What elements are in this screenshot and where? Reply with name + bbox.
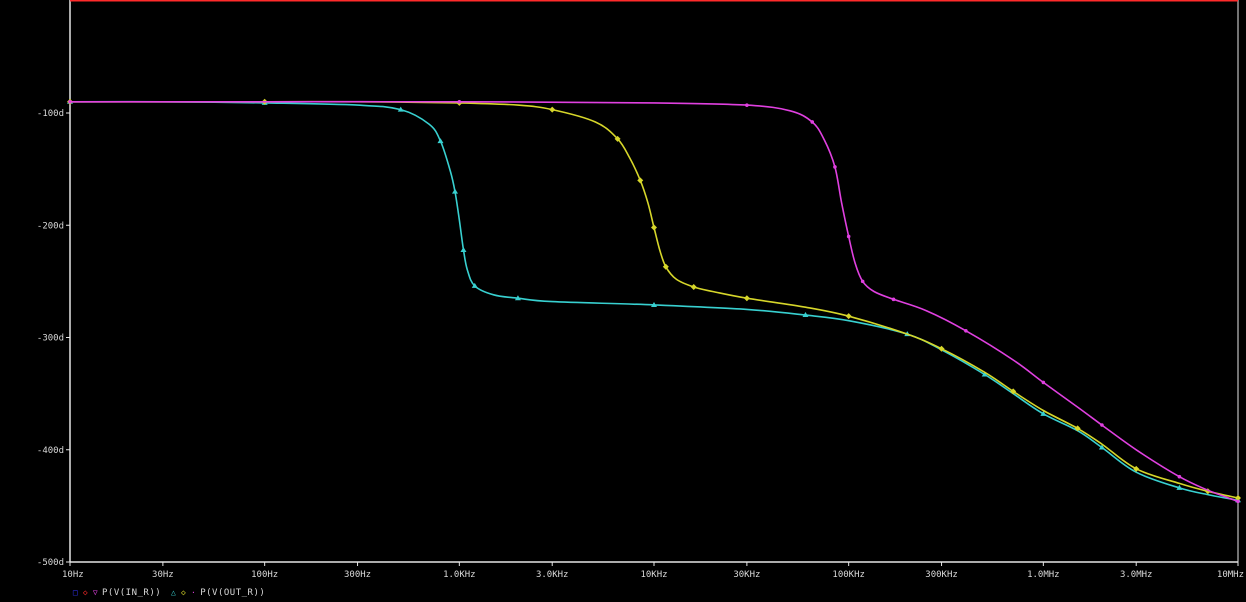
triangle-marker-icon: ▽ [92,588,99,597]
x-tick-label: 3.0MHz [1120,570,1153,580]
x-tick-label: 3.0KHz [536,570,569,580]
y-tick-label: -400d [37,446,64,456]
series-out-cyan [69,100,1239,502]
x-tick-label: 100KHz [832,570,865,580]
y-tick-label: -200d [37,221,64,231]
data-point-marker [1133,465,1140,472]
data-point-marker [846,234,851,239]
data-point-marker [833,165,837,169]
diamond-marker-icon: ◇ [181,588,187,597]
x-tick-label: 10MHz [1217,570,1244,580]
series-out-magenta [69,100,1239,503]
data-point-marker [397,106,404,112]
data-point-marker [614,135,621,142]
diamond-marker-icon: ◇ [82,588,89,597]
data-point-marker [860,279,865,284]
data-point-marker [1100,423,1104,427]
x-tick-label: 300Hz [344,570,371,580]
data-point-marker [651,301,657,307]
data-point-marker [891,297,896,302]
data-point-marker [460,246,467,252]
data-point-marker [1074,425,1081,432]
data-point-marker [662,263,669,270]
data-point-marker [938,345,945,352]
dot-marker-icon: · [191,588,197,597]
data-point-marker [437,138,444,144]
data-point-marker [845,313,852,320]
data-point-marker [745,103,749,107]
data-point-marker [690,283,697,290]
data-point-marker [651,224,657,231]
data-point-marker [68,99,72,104]
data-point-marker [743,295,750,302]
series-out-yellow [69,100,1239,499]
data-point-marker [1235,495,1241,502]
data-point-marker [457,99,462,104]
data-point-marker [1177,474,1182,479]
x-tick-label: 100Hz [251,570,278,580]
data-point-marker [810,120,815,124]
data-point-marker [1176,484,1183,490]
y-tick-label: -300d [37,334,64,344]
x-tick-label: 10KHz [640,570,667,580]
data-point-marker [802,312,809,318]
triangle-marker-icon: △ [171,588,177,597]
legend: □ ◇ ▽ P(V(IN_R)) △ ◇ · P(V(OUT_R)) [72,586,271,600]
x-tick-label: 10Hz [62,570,84,580]
legend-label-in: P(V(IN_R)) [102,588,162,598]
y-tick-label: -500d [37,558,64,568]
data-point-marker [1236,499,1240,504]
data-point-marker [451,188,458,194]
square-marker-icon: □ [72,588,79,597]
x-tick-label: 1.0MHz [1027,570,1060,580]
data-point-marker [1040,410,1047,416]
data-point-marker [1098,444,1105,450]
data-point-marker [514,295,521,301]
data-point-marker [471,282,478,288]
x-tick-label: 30Hz [152,570,174,580]
data-point-marker [1041,380,1046,385]
data-point-marker [981,371,988,377]
data-point-marker [549,106,556,113]
x-tick-label: 1.0KHz [443,570,476,580]
data-point-marker [964,328,968,333]
x-tick-label: 30KHz [733,570,760,580]
legend-label-out: P(V(OUT_R)) [200,588,266,598]
data-point-marker [1010,388,1017,395]
data-point-marker [637,177,644,184]
x-tick-label: 300KHz [925,570,958,580]
y-tick-label: -100d [37,109,64,119]
